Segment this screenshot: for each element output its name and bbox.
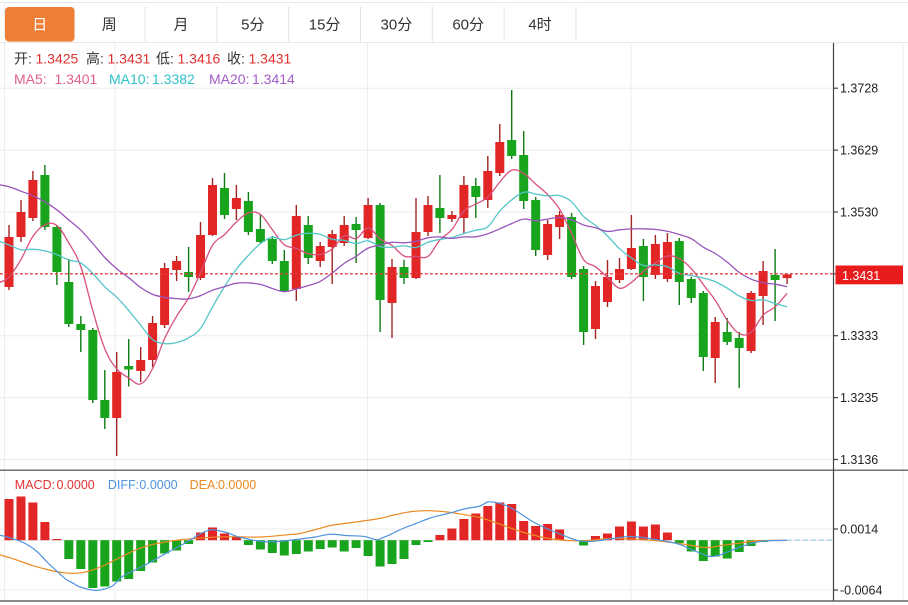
svg-text:1.3431: 1.3431 (249, 51, 292, 67)
svg-text:5分: 5分 (241, 17, 264, 34)
svg-text:周: 周 (102, 17, 117, 34)
svg-text:1.3333: 1.3333 (840, 329, 878, 343)
svg-text:低:: 低: (156, 51, 174, 67)
svg-text:1.3136: 1.3136 (840, 453, 878, 467)
svg-text:60分: 60分 (452, 17, 484, 34)
svg-text:0.0000: 0.0000 (57, 478, 95, 492)
svg-text:DEA:: DEA: (190, 478, 219, 492)
svg-text:1.3431: 1.3431 (842, 269, 880, 283)
svg-text:4时: 4时 (528, 17, 551, 34)
svg-text:1.3416: 1.3416 (178, 51, 221, 67)
svg-text:MA5:: MA5: (14, 71, 47, 87)
svg-text:月: 月 (173, 17, 188, 34)
svg-text:日: 日 (32, 17, 47, 34)
svg-text:1.3382: 1.3382 (152, 71, 195, 87)
svg-text:1.3728: 1.3728 (840, 82, 878, 96)
svg-text:1.3401: 1.3401 (55, 71, 98, 87)
svg-text:1.3530: 1.3530 (840, 205, 878, 219)
svg-text:0.0014: 0.0014 (840, 522, 878, 536)
svg-text:1.3414: 1.3414 (252, 71, 295, 87)
svg-text:15分: 15分 (309, 17, 341, 34)
svg-text:0.0000: 0.0000 (218, 478, 256, 492)
svg-text:MACD:: MACD: (15, 478, 55, 492)
svg-text:0.0000: 0.0000 (139, 478, 177, 492)
svg-text:1.3629: 1.3629 (840, 143, 878, 157)
svg-text:DIFF:: DIFF: (108, 478, 139, 492)
svg-text:-0.0064: -0.0064 (840, 583, 882, 597)
svg-text:MA20:: MA20: (209, 71, 249, 87)
svg-text:1.3425: 1.3425 (36, 51, 79, 67)
svg-text:高:: 高: (86, 51, 104, 67)
svg-text:1.3431: 1.3431 (108, 51, 151, 67)
svg-text:开:: 开: (14, 51, 32, 67)
svg-text:收:: 收: (227, 51, 245, 67)
svg-text:MA10:: MA10: (109, 71, 149, 87)
svg-text:30分: 30分 (381, 17, 413, 34)
svg-text:1.3235: 1.3235 (840, 391, 878, 405)
